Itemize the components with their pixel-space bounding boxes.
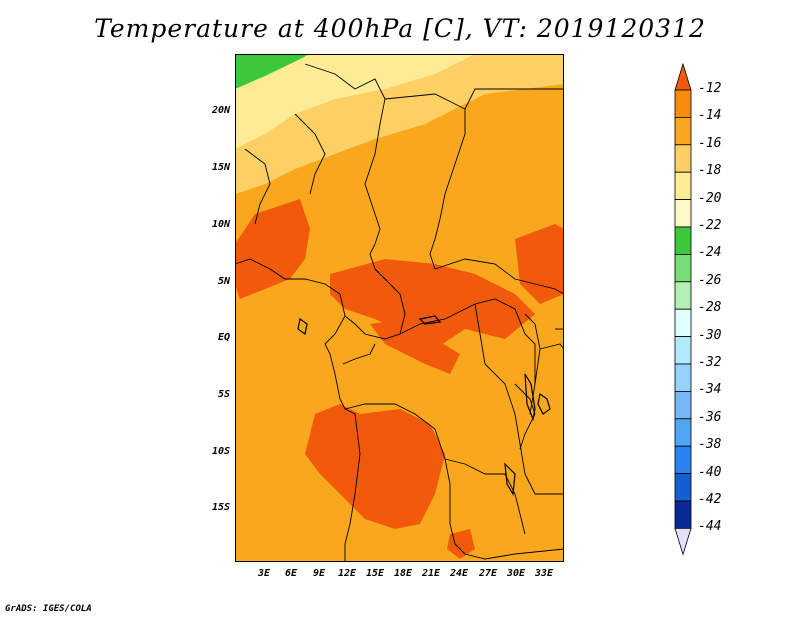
colorbar-swatch (674, 117, 692, 146)
temperature-map (235, 54, 564, 562)
lon-label: 30E (507, 568, 526, 579)
colorbar-swatch (674, 281, 692, 310)
colorbar-label: -42 (698, 492, 722, 507)
lon-label: 24E (450, 568, 469, 579)
lat-label: 5N (217, 276, 230, 287)
lon-label: 3E (258, 568, 271, 579)
colorbar-swatch (674, 226, 692, 255)
lat-label: EQ (217, 332, 230, 343)
warm-patch-south-2 (447, 529, 475, 559)
colorbar-swatch (674, 445, 692, 475)
lon-label: 27E (479, 568, 498, 579)
colorbar-label: -32 (698, 355, 722, 370)
colorbar-swatch (674, 253, 692, 283)
colorbar-label: -44 (698, 519, 722, 535)
warm-patch-south (305, 404, 445, 529)
lon-label: 18E (394, 568, 413, 579)
country-borders (235, 54, 564, 562)
colorbar-label: -18 (698, 163, 722, 179)
colorbar-label: -40 (698, 464, 722, 480)
warm-patch-congo (370, 319, 460, 374)
warm-patch-west-africa (235, 199, 310, 299)
lon-label: 33E (535, 568, 554, 579)
lon-label: 6E (285, 568, 298, 579)
colorbar-top-arrow (674, 62, 692, 91)
colorbar-label: -34 (698, 382, 722, 398)
colorbar-swatch (674, 171, 692, 200)
colorbar-swatch (674, 89, 692, 118)
colorbar-swatch (674, 336, 692, 365)
colorbar-swatch (674, 500, 692, 529)
colorbar-swatch (674, 308, 692, 337)
lakes (297, 315, 551, 496)
warm-patch-central-north (330, 259, 535, 349)
warm-patch-east (515, 224, 564, 304)
chart-title: Temperature at 400hPa [C], VT: 201912031… (94, 14, 706, 43)
lon-label: 12E (338, 568, 357, 579)
colorbar-swatch (674, 418, 692, 447)
colorbar-label: -12 (698, 81, 722, 96)
colorbar-label: -28 (698, 300, 722, 316)
lon-label: 21E (422, 568, 441, 579)
colorbar-label: -24 (698, 245, 722, 261)
colorbar-swatch (674, 144, 692, 173)
lat-label: 10S (211, 446, 230, 457)
colorbar-bottom-arrow (674, 528, 692, 556)
green-patch (235, 54, 310, 89)
lon-label: 9E (313, 568, 326, 579)
colorbar-swatch (674, 390, 692, 420)
colorbar-swatch (674, 199, 692, 228)
colorbar-label: -16 (698, 135, 722, 151)
colorbar-label: -36 (698, 409, 722, 425)
colorbar-label: -38 (698, 437, 722, 453)
colorbar-swatch (674, 363, 692, 392)
lat-label: 15N (211, 162, 230, 173)
colorbar-label: -20 (698, 190, 722, 206)
lat-label: 5S (217, 389, 230, 400)
lat-label: 10N (211, 219, 230, 230)
colorbar-label: -26 (698, 272, 722, 288)
map-frame (235, 54, 564, 562)
colorbar-label: -30 (698, 327, 722, 343)
colorbar-label: -22 (698, 218, 722, 233)
lat-label: 20N (211, 105, 230, 116)
cold-band-north (235, 54, 475, 149)
colorbar-swatch (674, 473, 692, 502)
lon-label: 15E (366, 568, 385, 579)
colorbar-label: -14 (698, 108, 722, 124)
lat-label: 15S (211, 502, 230, 513)
footer-credit: GrADS: IGES/COLA (5, 604, 92, 614)
colorbar (674, 62, 692, 556)
